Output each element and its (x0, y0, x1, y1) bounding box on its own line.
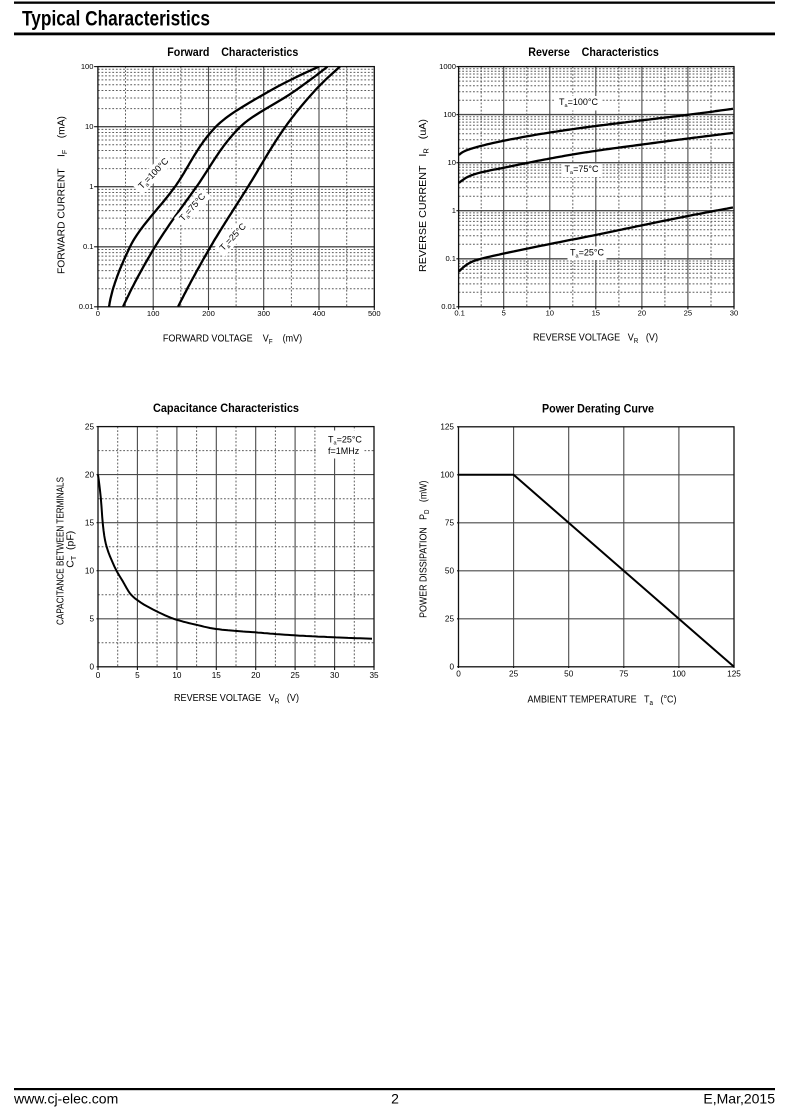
svg-text:25: 25 (291, 671, 301, 680)
svg-text:0: 0 (456, 669, 461, 678)
svg-text:REVERSE VOLTAGE VR (V): REVERSE VOLTAGE VR (V) (533, 332, 658, 345)
svg-text:100: 100 (81, 62, 94, 71)
svg-text:25: 25 (509, 669, 519, 678)
svg-text:www.cj-elec.com: www.cj-elec.com (13, 1090, 118, 1106)
svg-text:300: 300 (257, 309, 270, 318)
svg-text:75: 75 (619, 669, 629, 678)
svg-text:Ta=100°C: Ta=100°C (559, 97, 598, 109)
svg-text:15: 15 (212, 671, 222, 680)
svg-text:100: 100 (147, 309, 160, 318)
svg-text:25: 25 (85, 423, 95, 432)
svg-text:E,Mar,2015: E,Mar,2015 (703, 1090, 775, 1106)
svg-text:30: 30 (330, 671, 340, 680)
svg-text:0.1: 0.1 (83, 242, 94, 251)
svg-text:5: 5 (89, 615, 94, 624)
svg-text:1000: 1000 (439, 62, 456, 71)
svg-text:10: 10 (448, 158, 456, 167)
svg-text:REVERSE VOLTAGE VR (V): REVERSE VOLTAGE VR (V) (174, 693, 299, 706)
svg-text:0: 0 (96, 309, 100, 318)
svg-text:5: 5 (502, 308, 506, 317)
svg-text:35: 35 (369, 671, 379, 680)
svg-text:100: 100 (672, 669, 686, 678)
svg-text:0.01: 0.01 (79, 302, 94, 311)
svg-text:20: 20 (251, 671, 261, 680)
svg-text:0.1: 0.1 (454, 308, 465, 317)
svg-text:10: 10 (546, 308, 554, 317)
svg-text:100: 100 (443, 110, 456, 119)
svg-text:Ta=25°C: Ta=25°C (328, 435, 362, 447)
svg-text:10: 10 (172, 671, 182, 680)
svg-text:Power Derating Curve: Power Derating Curve (542, 402, 654, 416)
svg-text:Forward Characteristics: Forward Characteristics (167, 45, 298, 59)
svg-text:2: 2 (391, 1090, 399, 1106)
svg-text:Ta=75°C: Ta=75°C (565, 164, 599, 176)
svg-text:FORWARD CURRENT IF (mA): FORWARD CURRENT IF (mA) (57, 116, 70, 274)
svg-text:10: 10 (85, 567, 95, 576)
svg-text:0: 0 (89, 663, 94, 672)
svg-text:REVERSE CURRENT IR (uA): REVERSE CURRENT IR (uA) (418, 119, 431, 272)
svg-text:0: 0 (96, 671, 101, 680)
svg-text:25: 25 (684, 308, 692, 317)
svg-text:30: 30 (730, 308, 738, 317)
svg-text:100: 100 (440, 471, 454, 480)
svg-text:200: 200 (202, 309, 215, 318)
svg-text:0.1: 0.1 (445, 254, 456, 263)
svg-text:CT (pF): CT (pF) (66, 531, 79, 568)
svg-text:15: 15 (592, 308, 600, 317)
svg-text:50: 50 (564, 669, 574, 678)
svg-text:CAPACITANCE BETWEEN TERMINALS: CAPACITANCE BETWEEN TERMINALS (56, 477, 67, 625)
svg-text:f=1MHz: f=1MHz (328, 446, 360, 456)
svg-text:0: 0 (449, 663, 454, 672)
svg-text:75: 75 (445, 519, 455, 528)
svg-text:15: 15 (85, 519, 95, 528)
svg-text:20: 20 (638, 308, 646, 317)
svg-text:500: 500 (368, 309, 381, 318)
svg-text:Capacitance Characteristics: Capacitance Characteristics (153, 401, 299, 415)
svg-text:25: 25 (445, 615, 455, 624)
svg-text:FORWARD VOLTAGE VF (mV): FORWARD VOLTAGE VF (mV) (163, 333, 302, 346)
svg-text:POWER DISSIPATION PD (mW): POWER DISSIPATION PD (mW) (419, 481, 432, 618)
svg-text:400: 400 (313, 309, 326, 318)
svg-text:125: 125 (440, 423, 454, 432)
svg-text:1: 1 (89, 182, 93, 191)
svg-text:0.01: 0.01 (441, 302, 456, 311)
svg-text:10: 10 (85, 122, 93, 131)
svg-text:1: 1 (452, 206, 456, 215)
svg-text:125: 125 (727, 669, 741, 678)
svg-text:50: 50 (445, 567, 455, 576)
svg-text:Typical Characteristics: Typical Characteristics (22, 8, 210, 31)
svg-text:AMBIENT TEMPERATURE Ta (°C: AMBIENT TEMPERATURE Ta (°C) (528, 695, 677, 708)
svg-text:20: 20 (85, 471, 95, 480)
svg-text:Ta=25°C: Ta=25°C (570, 248, 604, 260)
svg-text:5: 5 (135, 671, 140, 680)
svg-text:Reverse Characteristics: Reverse Characteristics (528, 45, 659, 59)
